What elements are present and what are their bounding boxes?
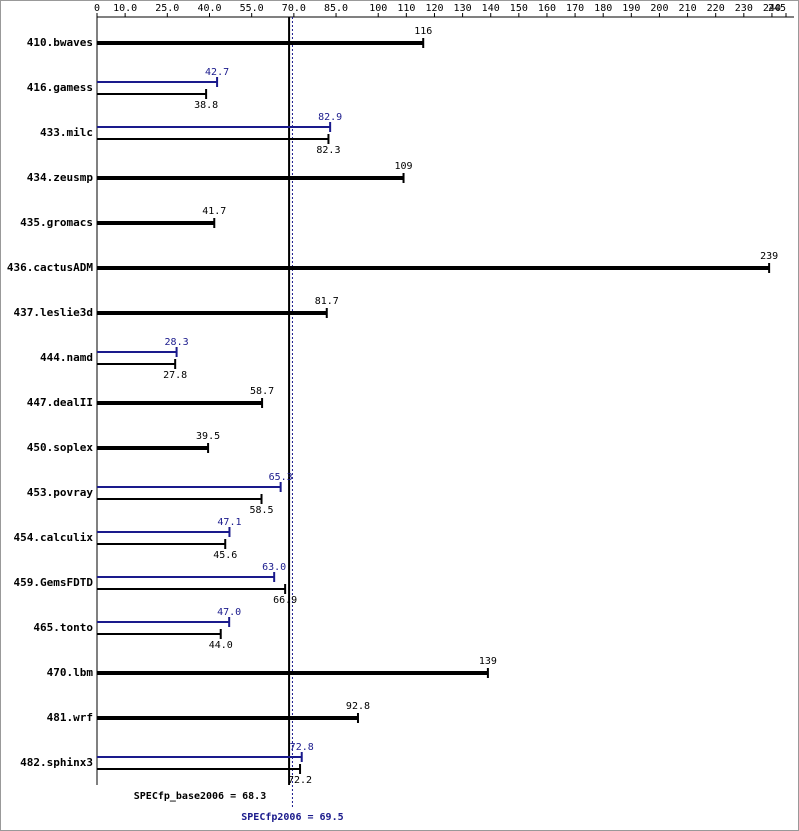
value-label: 44.0 — [209, 640, 233, 651]
x-tick-label: 25.0 — [155, 3, 179, 14]
category-label: 444.namd — [40, 351, 93, 364]
value-label: 109 — [395, 161, 413, 172]
value-label: 63.0 — [262, 562, 286, 573]
value-label: 58.5 — [249, 505, 273, 516]
x-tick-label: 200 — [650, 3, 668, 14]
x-tick-label: 220 — [707, 3, 725, 14]
value-label: 65.3 — [269, 472, 293, 483]
value-label: 42.7 — [205, 67, 229, 78]
category-label: 481.wrf — [47, 711, 93, 724]
category-label: 447.dealII — [27, 396, 93, 409]
x-tick-label: 230 — [735, 3, 753, 14]
x-tick-label: 160 — [538, 3, 556, 14]
x-tick-label: 210 — [679, 3, 697, 14]
value-label: 47.0 — [217, 607, 241, 618]
value-label: 28.3 — [165, 337, 189, 348]
value-label: 47.1 — [217, 517, 241, 528]
value-label: 39.5 — [196, 431, 220, 442]
category-label: 436.cactusADM — [7, 261, 93, 274]
x-tick-label: 120 — [425, 3, 443, 14]
category-label: 435.gromacs — [20, 216, 93, 229]
value-label: 92.8 — [346, 701, 370, 712]
value-label: 66.9 — [273, 595, 297, 606]
x-tick-label: 240 — [763, 3, 781, 14]
x-tick-label: 85.0 — [324, 3, 348, 14]
category-label: 434.zeusmp — [27, 171, 94, 184]
category-label: 482.sphinx3 — [20, 756, 93, 769]
category-label: 433.milc — [40, 126, 93, 139]
value-label: 72.2 — [288, 775, 312, 786]
x-tick-label: 180 — [594, 3, 612, 14]
category-label: 437.leslie3d — [14, 306, 93, 319]
value-label: 239 — [760, 251, 778, 262]
category-label: 470.lbm — [47, 666, 94, 679]
category-label: 454.calculix — [14, 531, 94, 544]
value-label: 116 — [414, 26, 432, 37]
x-tick-label: 110 — [397, 3, 415, 14]
x-tick-label: 245 — [768, 3, 786, 14]
value-label: 58.7 — [250, 386, 274, 397]
x-tick-label: 190 — [622, 3, 640, 14]
x-tick-label: 170 — [566, 3, 584, 14]
reference-label: SPECfp_base2006 = 68.3 — [134, 791, 266, 802]
reference-label: SPECfp2006 = 69.5 — [241, 812, 343, 823]
value-label: 81.7 — [315, 296, 339, 307]
x-tick-label: 70.0 — [282, 3, 306, 14]
category-label: 459.GemsFDTD — [14, 576, 94, 589]
value-label: 41.7 — [202, 206, 226, 217]
value-label: 139 — [479, 656, 497, 667]
x-tick-label: 130 — [454, 3, 472, 14]
value-label: 82.3 — [316, 145, 340, 156]
x-tick-label: 0 — [94, 3, 100, 14]
category-label: 465.tonto — [33, 621, 93, 634]
value-label: 27.8 — [163, 370, 187, 381]
category-label: 410.bwaves — [27, 36, 93, 49]
value-label: 72.8 — [290, 742, 314, 753]
x-tick-label: 140 — [482, 3, 500, 14]
category-label: 416.gamess — [27, 81, 93, 94]
x-tick-label: 100 — [369, 3, 387, 14]
category-label: 450.soplex — [27, 441, 94, 454]
x-tick-label: 40.0 — [197, 3, 221, 14]
x-tick-label: 150 — [510, 3, 528, 14]
value-label: 45.6 — [213, 550, 237, 561]
category-label: 453.povray — [27, 486, 94, 499]
value-label: 82.9 — [318, 112, 342, 123]
value-label: 38.8 — [194, 100, 218, 111]
x-tick-label: 10.0 — [113, 3, 137, 14]
x-tick-label: 55.0 — [240, 3, 264, 14]
